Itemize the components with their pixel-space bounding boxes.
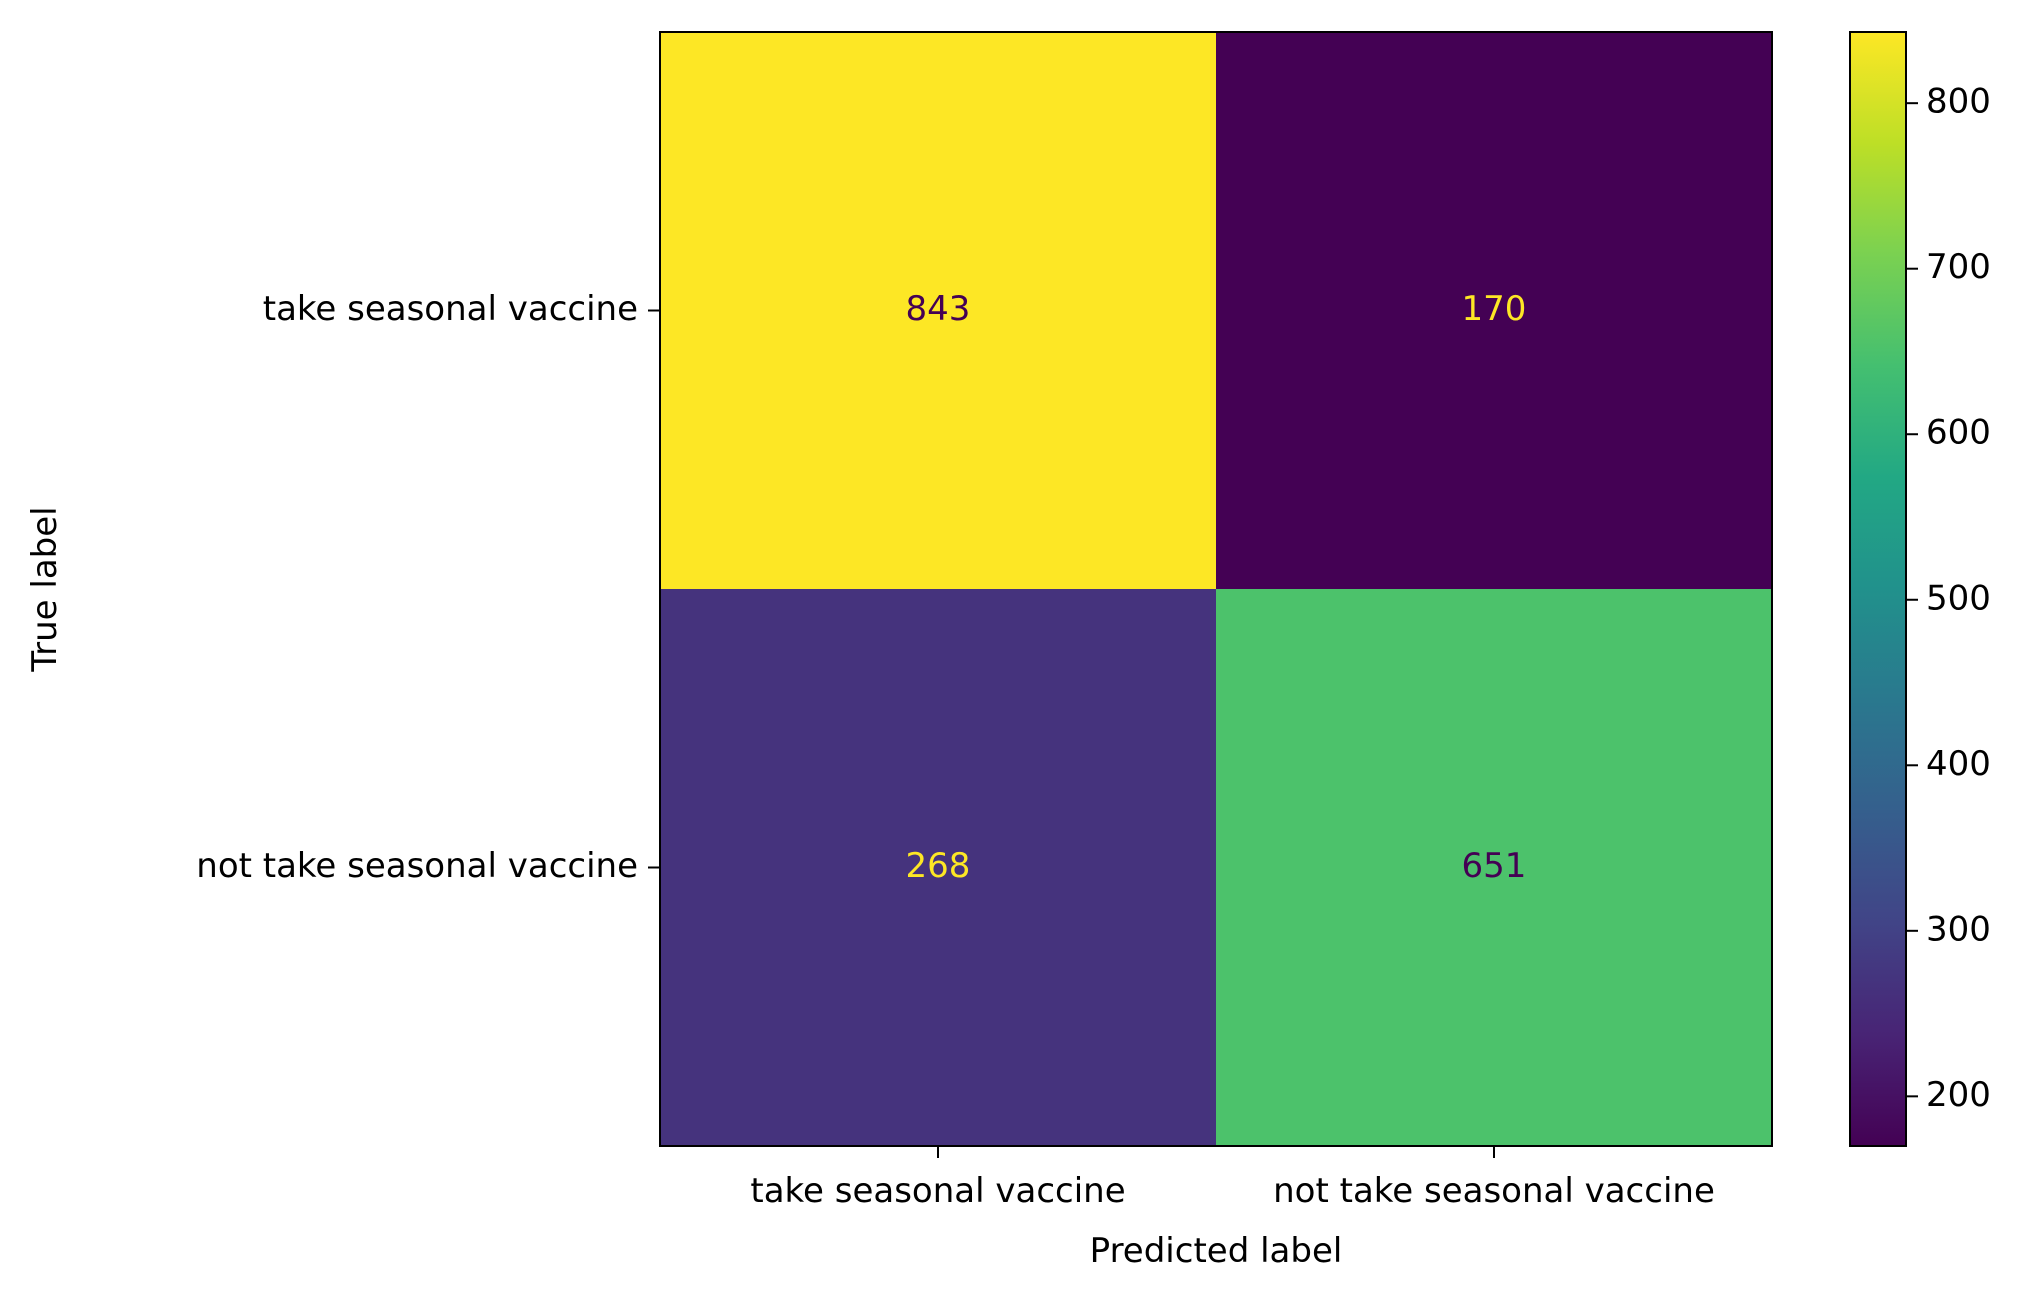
cell-value-label: 651 [1462,846,1527,886]
colorbar-ticks: 200 300 400 500 600 700 800 [1906,82,1991,1115]
x-axis-ticks: take seasonal vaccine not take seasonal v… [750,1146,1715,1211]
heatmap-cell [1216,32,1772,589]
colorbar-tick-label: 800 [1926,82,1991,122]
x-tick-label: not take seasonal vaccine [1273,1171,1715,1211]
y-tick-label: not take seasonal vaccine [196,846,638,886]
colorbar-tick-label: 200 [1926,1075,1991,1115]
heatmap-cell [1216,589,1772,1146]
colorbar-tick-label: 700 [1926,247,1991,287]
colorbar-tick-label: 500 [1926,578,1991,618]
colorbar [1849,31,1907,1147]
y-axis-label: True label [25,506,65,672]
cell-value-label: 170 [1462,289,1527,329]
x-axis-label: Predicted label [1090,1231,1343,1271]
colorbar-tick-label: 400 [1926,744,1991,784]
heatmap-cell-labels: 843 170 268 651 [906,289,1527,886]
colorbar-tick-label: 600 [1926,413,1991,453]
colorbar-tick-label: 300 [1926,909,1991,949]
heatmap-cell [660,32,1216,589]
plot-frame [659,31,1773,1147]
x-tick-label: take seasonal vaccine [750,1171,1125,1211]
cell-value-label: 268 [906,846,971,886]
cell-value-label: 843 [906,289,971,329]
heatmap-cell [660,589,1216,1146]
heatmap-cells [660,32,1772,1146]
y-axis-ticks: take seasonal vaccine not take seasonal v… [196,289,660,886]
y-tick-label: take seasonal vaccine [263,289,638,329]
